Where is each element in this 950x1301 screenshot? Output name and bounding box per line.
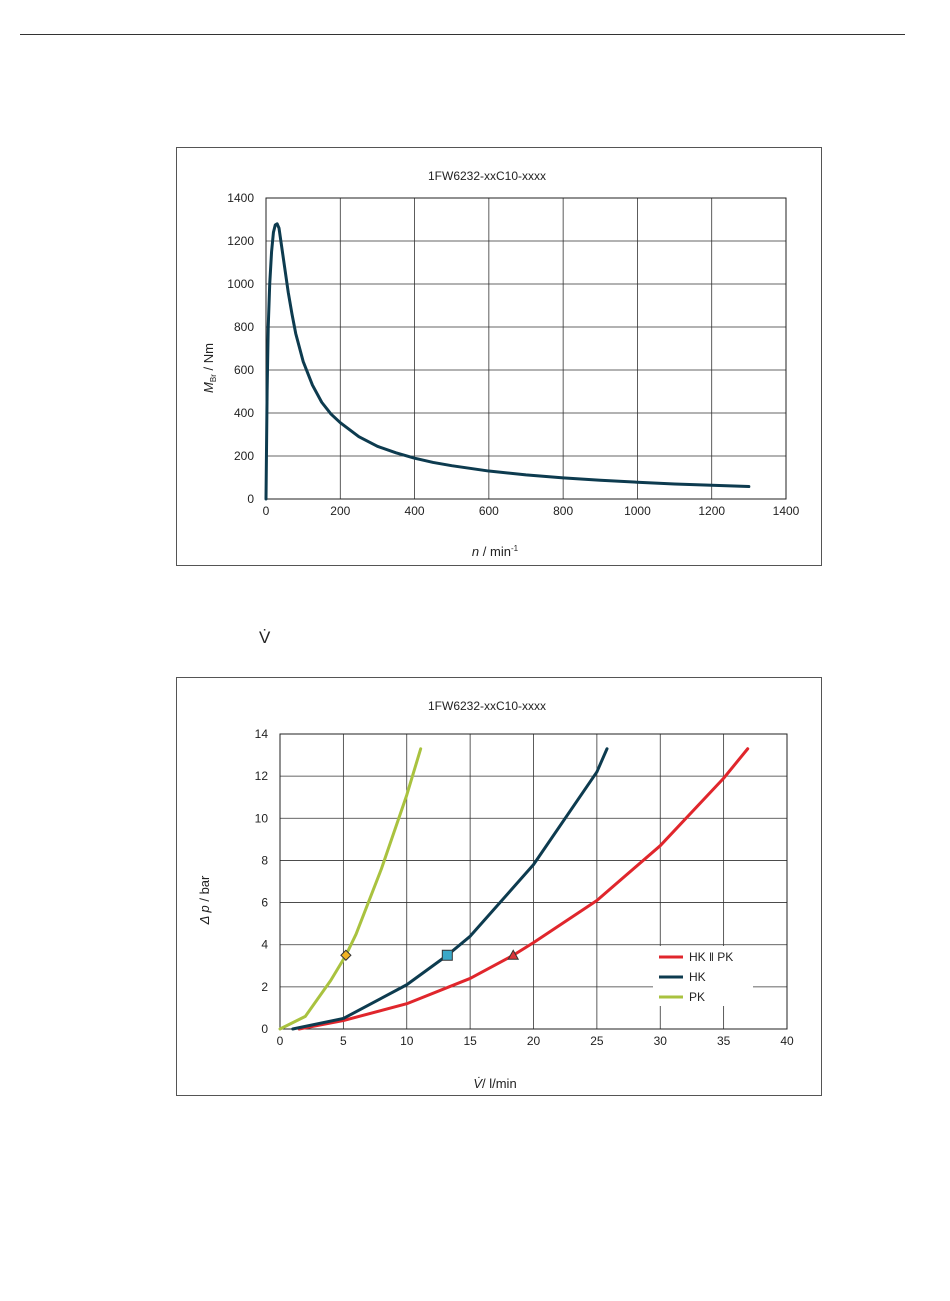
y-tick-label: 200: [234, 449, 254, 463]
x-tick-label: 800: [553, 504, 573, 518]
y-tick-label: 1200: [227, 234, 254, 248]
y-tick-label: 8: [261, 853, 268, 867]
diamond-marker: [340, 949, 352, 961]
chart-title: 1FW6232-xxC10-xxxx: [428, 699, 546, 713]
plot-area-border: [279, 733, 788, 1030]
y-tick-label: 400: [234, 406, 254, 420]
x-axis-label-rest: / min: [479, 544, 511, 559]
x-tick-label: 0: [277, 1034, 284, 1048]
legend: HK ‖ PK HK PK: [653, 946, 753, 1006]
y-tick-label: 800: [234, 320, 254, 334]
x-tick-label: 25: [590, 1034, 604, 1048]
y-axis-label: Δ p / bar: [197, 875, 212, 925]
x-tick-label: 600: [479, 504, 499, 518]
x-axis-label-rest: / l/min: [482, 1076, 517, 1091]
y-axis-label-main: Δ p: [197, 905, 212, 925]
top-rule: [20, 34, 905, 35]
x-tick-label: 0: [263, 504, 270, 518]
triangle-marker: [507, 949, 520, 960]
x-axis-label-main: n: [472, 544, 479, 559]
x-tick-label: 40: [780, 1034, 794, 1048]
y-tick-label: 1400: [227, 191, 254, 205]
plot-area-border: [265, 197, 787, 500]
y-tick-label: 0: [247, 492, 254, 506]
series-lines: [278, 747, 750, 1031]
square-marker: [441, 949, 453, 961]
series-markers: [340, 949, 520, 961]
x-tick-label: 5: [340, 1034, 347, 1048]
grid: [265, 197, 787, 500]
pressure-drop-chart: 1FW6232-xxC10-xxxx 0 5 10 15 20 25 30 35 40 0 2 4 6 8…: [176, 677, 822, 1096]
y-axis-label-main: M: [201, 382, 216, 393]
tick-labels: 0 200 400 600 800 1000 1200 1400 0 200 400 600 800 10…: [227, 191, 799, 518]
y-tick-label: 10: [255, 811, 269, 825]
y-tick-label: 12: [255, 769, 269, 783]
series-line: [264, 222, 751, 501]
braking-torque-chart: 1FW6232-xxC10-xxxx 0 200 400 600 800 1000 1200…: [176, 147, 822, 566]
x-tick-label: 10: [400, 1034, 414, 1048]
y-tick-label: 600: [234, 363, 254, 377]
legend-label: HK ‖ PK: [689, 950, 733, 964]
y-tick-label: 1000: [227, 277, 254, 291]
x-axis-label: V̇/ l/min: [473, 1076, 516, 1091]
x-axis-label: n / min-1: [472, 544, 519, 559]
y-axis-label: MBr / Nm: [201, 343, 218, 393]
y-tick-label: 6: [261, 896, 268, 910]
y-tick-label: 4: [261, 938, 268, 952]
pressure-drop-svg: 1FW6232-xxC10-xxxx 0 5 10 15 20 25 30 35 40 0 2 4 6 8…: [197, 699, 794, 1091]
series-line: [291, 747, 609, 1031]
x-tick-label: 35: [717, 1034, 731, 1048]
x-tick-label: 20: [527, 1034, 541, 1048]
tick-labels: 0 5 10 15 20 25 30 35 40 0 2 4 6 8 10 12 14: [255, 727, 794, 1048]
legend-label: PK: [689, 990, 705, 1004]
y-tick-label: 0: [261, 1022, 268, 1036]
x-tick-label: 1000: [624, 504, 651, 518]
y-axis-label-rest: / bar: [197, 875, 212, 905]
series-lines: [264, 222, 751, 501]
series-line: [278, 747, 423, 1031]
y-axis-label-rest: / Nm: [201, 343, 216, 374]
x-tick-label: 15: [463, 1034, 477, 1048]
x-tick-label: 1200: [698, 504, 725, 518]
x-tick-label: 30: [654, 1034, 668, 1048]
x-axis-label-sup: -1: [511, 544, 519, 553]
flow-symbol: V̇: [259, 628, 271, 647]
grid: [279, 733, 788, 1030]
series-line: [297, 747, 750, 1031]
x-tick-label: 1400: [773, 504, 800, 518]
chart-title: 1FW6232-xxC10-xxxx: [428, 169, 546, 183]
y-tick-label: 2: [261, 980, 268, 994]
y-axis-label-sub: Br: [209, 374, 218, 382]
x-tick-label: 200: [330, 504, 350, 518]
x-axis-label-main: V̇: [473, 1076, 483, 1091]
braking-torque-svg: 1FW6232-xxC10-xxxx 0 200 400 600 800 1000 1200…: [201, 169, 800, 559]
y-tick-label: 14: [255, 727, 269, 741]
legend-label: HK: [689, 970, 706, 984]
x-tick-label: 400: [405, 504, 425, 518]
